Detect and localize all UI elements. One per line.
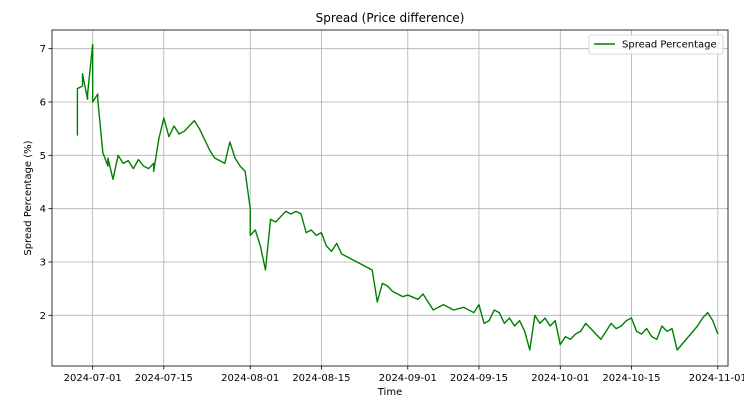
y-tick-label: 3 [40,258,46,269]
legend-box [588,34,724,55]
series-layer [76,43,719,351]
x-tick-label: 2024-11-01 [689,373,744,384]
x-tick-label: 2024-07-15 [135,373,193,384]
x-tick-label: 2024-10-15 [602,373,660,384]
x-axis: 2024-07-01 2024-07-15 2024-08-01 2024-08-15… [64,366,744,384]
y-tick-label: 6 [40,98,46,109]
legend: Spread Percentage [588,34,724,55]
legend-label: Spread Percentage [622,40,717,51]
plot-frame [51,29,729,367]
x-tick-label: 2024-09-15 [450,373,508,384]
y-axis-title: Spread Percentage (%) [23,140,34,255]
y-tick-label: 4 [40,204,46,215]
x-tick-label: 2024-08-01 [221,373,279,384]
x-axis-title: Time [377,387,402,398]
y-axis: 2 3 4 5 6 7 [40,44,52,322]
series-line-spread-percentage [76,43,719,351]
y-tick-label: 5 [40,151,46,162]
y-tick-label: 7 [40,44,46,55]
grid-lines [52,30,728,366]
x-tick-label: 2024-07-01 [64,373,122,384]
x-tick-label: 2024-10-01 [531,373,589,384]
chart-title: Spread (Price difference) [316,11,465,25]
x-tick-label: 2024-08-15 [292,373,350,384]
x-tick-label: 2024-09-01 [379,373,437,384]
y-tick-label: 2 [40,311,46,322]
